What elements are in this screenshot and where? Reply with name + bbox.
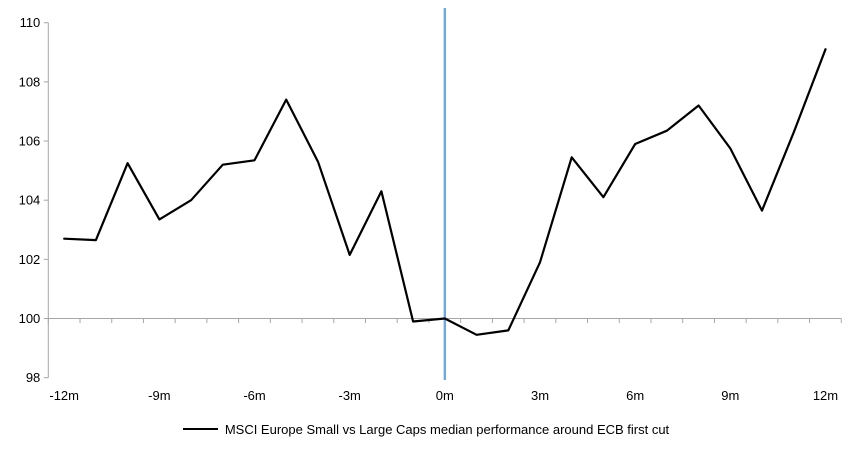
x-tick-label--9m: -9m (148, 388, 170, 403)
y-tick-label-106: 106 (19, 134, 41, 149)
y-tick-label-98: 98 (26, 370, 40, 385)
x-tick-label--3m: -3m (338, 388, 360, 403)
x-tick-label-6m: 6m (626, 388, 644, 403)
y-tick-label-104: 104 (19, 193, 41, 208)
x-tick-label-12m: 12m (813, 388, 838, 403)
x-tick-label-3m: 3m (531, 388, 549, 403)
legend-line-swatch (182, 428, 218, 430)
x-tick-label--12m: -12m (49, 388, 79, 403)
x-tick-label-0m: 0m (436, 388, 454, 403)
legend-label: MSCI Europe Small vs Large Caps median p… (224, 421, 670, 437)
series-line-0 (63, 48, 827, 336)
chart-legend: MSCI Europe Small vs Large Caps median p… (0, 420, 852, 438)
y-tick-label-110: 110 (20, 15, 41, 30)
y-tick-label-102: 102 (19, 252, 41, 267)
x-tick-label-9m: 9m (721, 388, 739, 403)
x-tick-label--6m: -6m (243, 388, 265, 403)
y-tick-label-100: 100 (19, 311, 41, 326)
y-tick-label-108: 108 (19, 74, 41, 89)
